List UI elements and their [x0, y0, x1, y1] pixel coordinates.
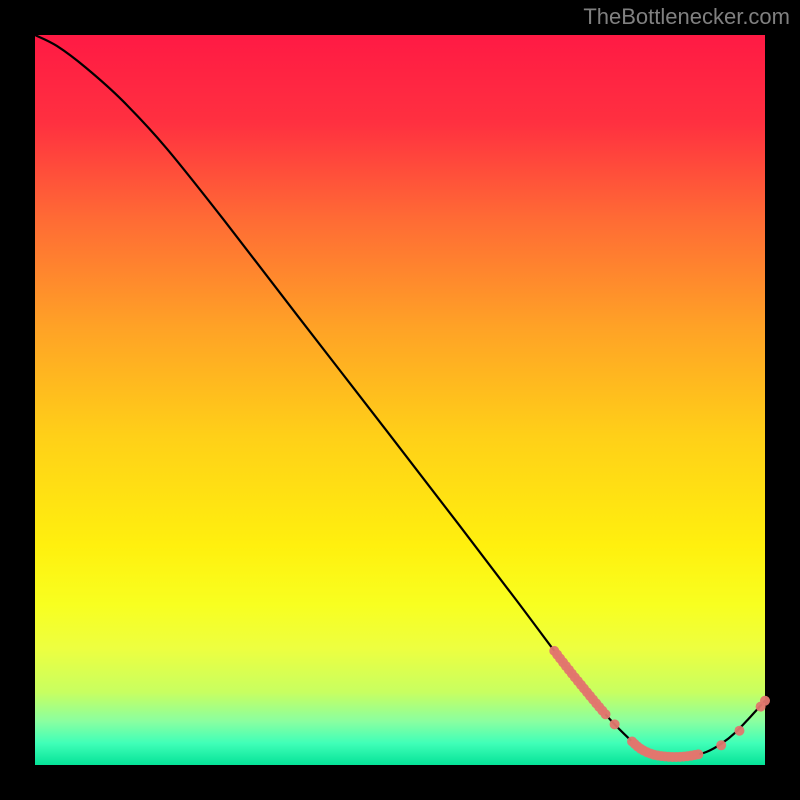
- data-point: [760, 696, 770, 706]
- data-point: [734, 726, 744, 736]
- data-point: [693, 749, 703, 759]
- bottleneck-chart: [0, 0, 800, 800]
- watermark-text: TheBottlenecker.com: [583, 4, 790, 30]
- data-point: [716, 740, 726, 750]
- plot-background: [35, 35, 765, 765]
- chart-container: TheBottlenecker.com: [0, 0, 800, 800]
- data-point: [600, 709, 610, 719]
- data-point: [610, 719, 620, 729]
